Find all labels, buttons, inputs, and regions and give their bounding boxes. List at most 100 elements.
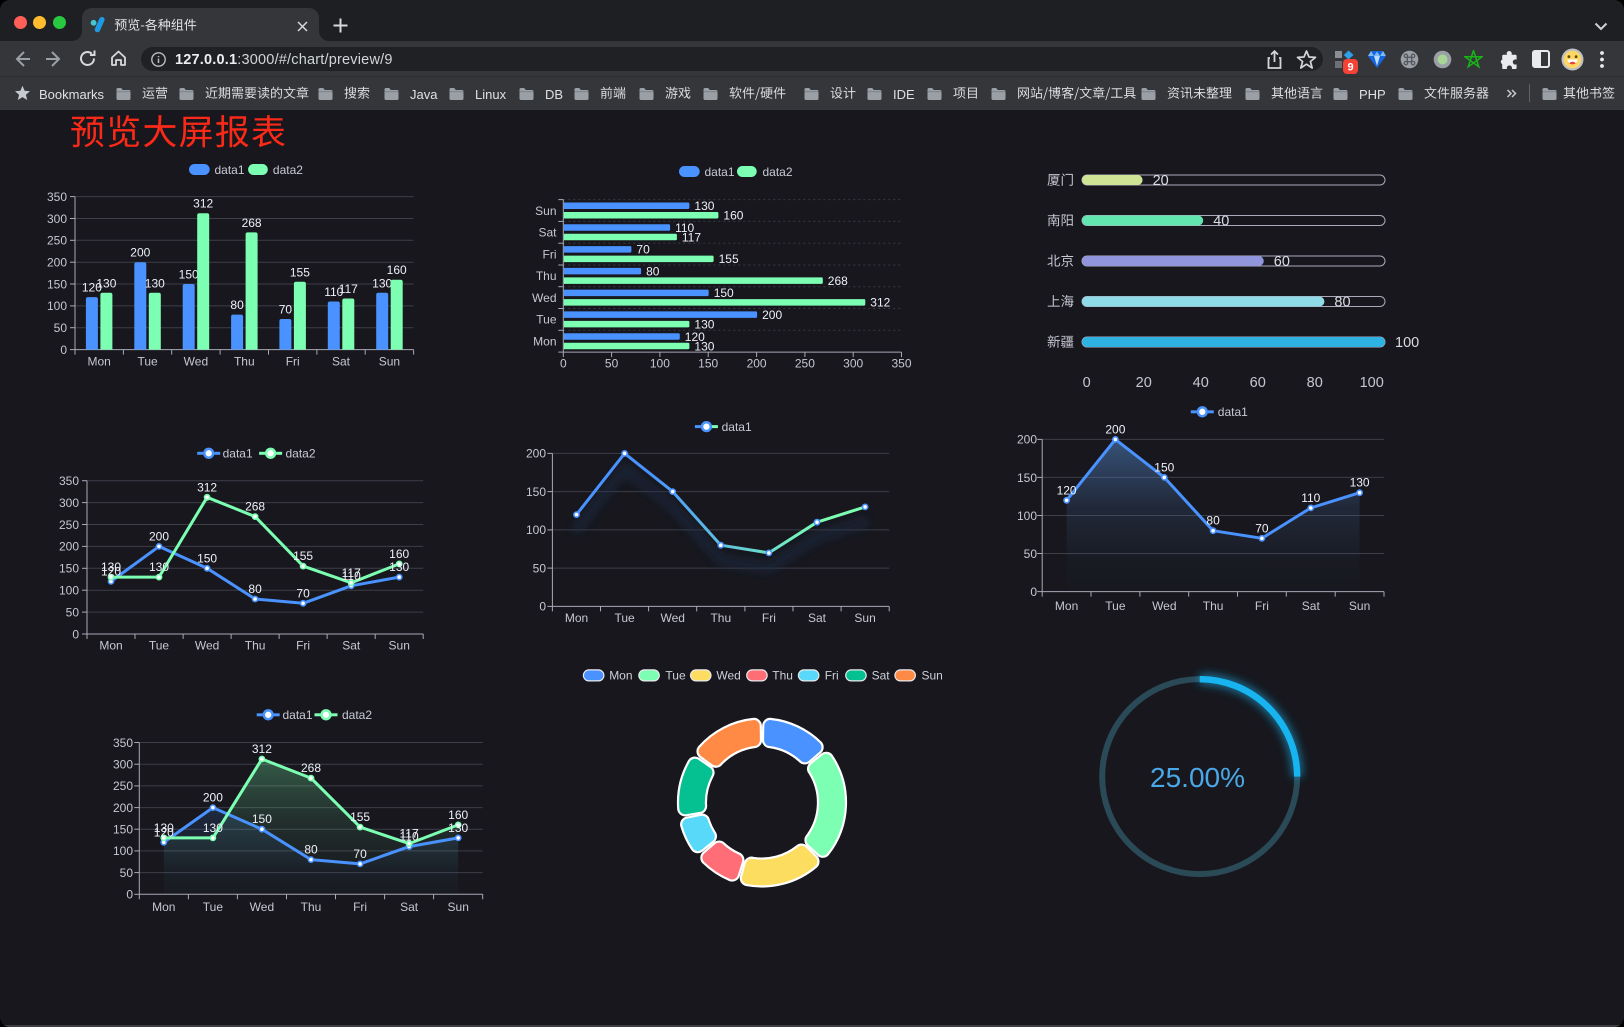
svg-text:200: 200 bbox=[1105, 422, 1125, 436]
svg-text:150: 150 bbox=[113, 823, 133, 837]
svg-text:Wed: Wed bbox=[195, 639, 219, 653]
svg-text:Tue: Tue bbox=[203, 900, 224, 914]
svg-text:200: 200 bbox=[113, 801, 133, 815]
svg-text:Fri: Fri bbox=[353, 900, 367, 914]
svg-text:268: 268 bbox=[245, 500, 265, 514]
svg-text:155: 155 bbox=[290, 265, 310, 279]
svg-text:Mon: Mon bbox=[565, 611, 588, 625]
svg-text:312: 312 bbox=[197, 480, 217, 494]
svg-text:80: 80 bbox=[1206, 514, 1220, 528]
svg-text:120: 120 bbox=[1057, 483, 1077, 497]
svg-text:Sun: Sun bbox=[448, 900, 469, 914]
svg-text:Tue: Tue bbox=[137, 355, 158, 369]
svg-text:Wed: Wed bbox=[532, 291, 556, 305]
svg-text:Mon: Mon bbox=[152, 900, 175, 914]
svg-text:80: 80 bbox=[248, 582, 262, 596]
svg-text:0: 0 bbox=[1083, 375, 1091, 391]
svg-text:312: 312 bbox=[193, 197, 213, 211]
svg-text:155: 155 bbox=[293, 549, 313, 563]
svg-text:20: 20 bbox=[1136, 375, 1152, 391]
svg-text:60: 60 bbox=[1274, 254, 1290, 270]
svg-text:200: 200 bbox=[747, 357, 767, 371]
svg-text:250: 250 bbox=[113, 779, 133, 793]
svg-text:Wed: Wed bbox=[250, 900, 274, 914]
svg-text:Sun: Sun bbox=[535, 204, 556, 218]
svg-text:Thu: Thu bbox=[772, 669, 793, 683]
svg-text:250: 250 bbox=[795, 357, 815, 371]
svg-text:160: 160 bbox=[448, 808, 468, 822]
svg-text:110: 110 bbox=[1301, 491, 1320, 505]
svg-text:150: 150 bbox=[47, 277, 67, 291]
svg-text:100: 100 bbox=[1395, 335, 1419, 351]
svg-text:100: 100 bbox=[113, 844, 133, 858]
svg-text:100: 100 bbox=[59, 584, 79, 598]
svg-text:Fri: Fri bbox=[762, 611, 776, 625]
svg-text:Fri: Fri bbox=[543, 247, 557, 261]
svg-text:80: 80 bbox=[230, 298, 244, 312]
svg-text:70: 70 bbox=[636, 243, 650, 257]
svg-text:155: 155 bbox=[350, 810, 370, 824]
svg-text:data1: data1 bbox=[1218, 405, 1248, 419]
svg-text:110: 110 bbox=[324, 285, 343, 299]
svg-text:50: 50 bbox=[533, 561, 547, 575]
svg-text:Mon: Mon bbox=[88, 355, 111, 369]
svg-text:0: 0 bbox=[539, 600, 546, 614]
svg-text:Sat: Sat bbox=[1302, 599, 1321, 613]
svg-text:200: 200 bbox=[130, 246, 150, 260]
svg-text:160: 160 bbox=[387, 263, 407, 277]
svg-text:0: 0 bbox=[560, 357, 567, 371]
svg-text:350: 350 bbox=[113, 736, 133, 750]
svg-text:Mon: Mon bbox=[609, 669, 632, 683]
svg-text:Thu: Thu bbox=[1203, 599, 1224, 613]
svg-text:200: 200 bbox=[47, 256, 67, 270]
svg-text:50: 50 bbox=[54, 321, 68, 335]
svg-text:200: 200 bbox=[203, 791, 223, 805]
svg-text:Sat: Sat bbox=[872, 669, 891, 683]
svg-text:130: 130 bbox=[149, 560, 169, 574]
svg-text:0: 0 bbox=[72, 627, 79, 641]
svg-text:120: 120 bbox=[82, 281, 102, 295]
svg-text:268: 268 bbox=[242, 216, 262, 230]
svg-text:130: 130 bbox=[96, 276, 116, 290]
svg-text:120: 120 bbox=[154, 825, 174, 839]
svg-text:150: 150 bbox=[714, 286, 734, 300]
svg-text:Fri: Fri bbox=[825, 669, 839, 683]
svg-text:Thu: Thu bbox=[234, 355, 255, 369]
svg-text:130: 130 bbox=[372, 276, 392, 290]
svg-text:300: 300 bbox=[59, 496, 79, 510]
svg-text:150: 150 bbox=[698, 357, 718, 371]
svg-text:Sat: Sat bbox=[538, 226, 557, 240]
svg-text:Thu: Thu bbox=[710, 611, 731, 625]
svg-text:70: 70 bbox=[296, 586, 310, 600]
svg-text:150: 150 bbox=[252, 812, 272, 826]
svg-text:200: 200 bbox=[526, 447, 546, 461]
svg-text:data1: data1 bbox=[223, 447, 253, 461]
svg-text:Fri: Fri bbox=[286, 355, 300, 369]
svg-text:150: 150 bbox=[179, 268, 199, 282]
svg-text:Fri: Fri bbox=[296, 639, 310, 653]
svg-text:Sat: Sat bbox=[332, 355, 351, 369]
svg-text:Sat: Sat bbox=[342, 639, 361, 653]
svg-text:130: 130 bbox=[448, 821, 468, 835]
svg-text:160: 160 bbox=[389, 547, 409, 561]
svg-text:Sun: Sun bbox=[922, 669, 943, 683]
svg-text:300: 300 bbox=[113, 758, 133, 772]
svg-text:70: 70 bbox=[1255, 521, 1269, 535]
svg-text:Tue: Tue bbox=[536, 313, 557, 327]
svg-text:200: 200 bbox=[149, 529, 169, 543]
svg-text:130: 130 bbox=[694, 318, 714, 332]
svg-text:200: 200 bbox=[762, 308, 782, 322]
svg-text:130: 130 bbox=[101, 560, 121, 574]
svg-text:0: 0 bbox=[60, 343, 67, 357]
svg-text:300: 300 bbox=[47, 212, 67, 226]
svg-text:80: 80 bbox=[646, 264, 660, 278]
svg-text:150: 150 bbox=[1154, 460, 1174, 474]
svg-text:100: 100 bbox=[1360, 375, 1384, 391]
svg-text:350: 350 bbox=[59, 474, 79, 488]
svg-text:150: 150 bbox=[526, 485, 546, 499]
svg-text:Thu: Thu bbox=[245, 639, 266, 653]
svg-text:150: 150 bbox=[59, 562, 79, 576]
svg-text:312: 312 bbox=[252, 742, 272, 756]
svg-text:0: 0 bbox=[1030, 585, 1037, 599]
svg-text:150: 150 bbox=[197, 551, 217, 565]
